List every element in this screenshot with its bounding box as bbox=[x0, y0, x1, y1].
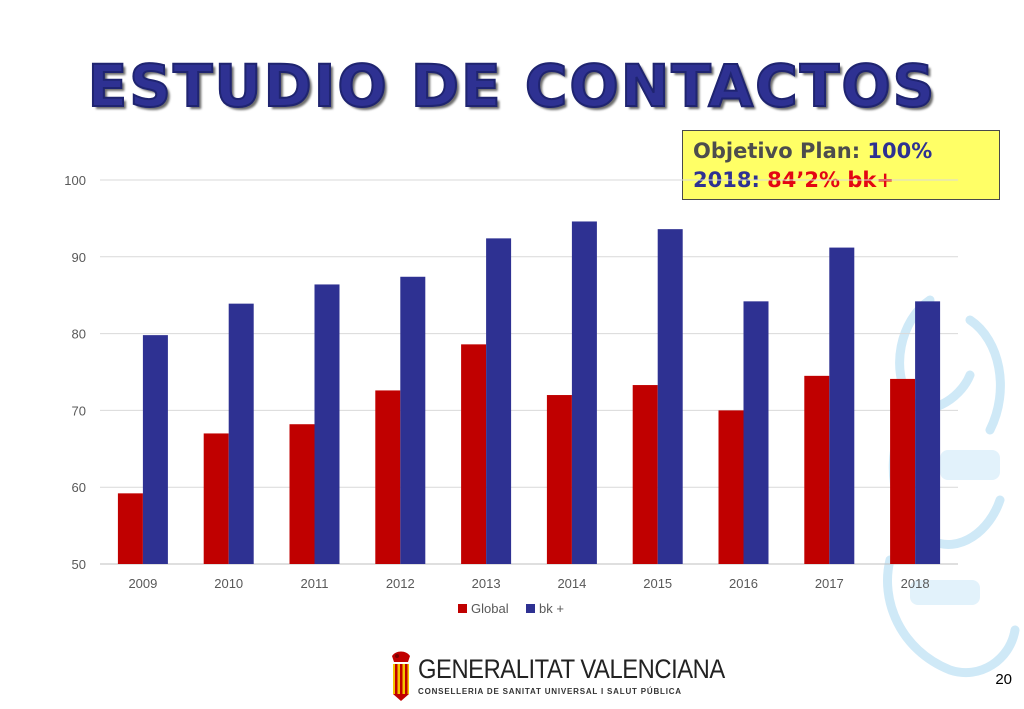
bar-global bbox=[289, 424, 315, 564]
x-tick-label: 2011 bbox=[301, 576, 329, 591]
bar-global bbox=[117, 493, 143, 564]
legend-swatch bbox=[526, 604, 535, 613]
bar-global bbox=[546, 395, 572, 564]
objective-line-plan: Objetivo Plan: 100% bbox=[693, 137, 999, 166]
x-tick-label: 2015 bbox=[643, 576, 672, 591]
x-tick-label: 2009 bbox=[128, 576, 157, 591]
page-number: 20 bbox=[995, 671, 1012, 688]
x-tick-label: 2012 bbox=[386, 576, 415, 591]
bar-bk bbox=[829, 247, 855, 565]
y-tick-label: 60 bbox=[72, 480, 86, 495]
objective-plan-value: 100% bbox=[867, 139, 933, 163]
bar-global bbox=[804, 375, 830, 564]
legend-entry: bk + bbox=[539, 601, 564, 616]
bar-bk bbox=[743, 301, 769, 564]
y-tick-label: 80 bbox=[72, 327, 86, 342]
x-tick-label: 2018 bbox=[901, 576, 930, 591]
slide-title: ESTUDIO DE CONTACTOS bbox=[87, 51, 937, 121]
bar-bk bbox=[314, 284, 340, 564]
bar-global bbox=[718, 410, 744, 564]
bar-bk bbox=[142, 335, 168, 564]
bar-bk bbox=[657, 229, 683, 565]
legend-swatch bbox=[458, 604, 467, 613]
y-tick-label: 100 bbox=[64, 173, 86, 188]
objective-plan-label: Objetivo Plan: bbox=[693, 139, 868, 163]
bar-global bbox=[890, 378, 916, 564]
valencia-coat-of-arms-icon bbox=[392, 651, 410, 701]
x-tick-label: 2014 bbox=[557, 576, 586, 591]
bar-bk bbox=[571, 221, 597, 565]
bar-global bbox=[632, 385, 658, 564]
logo-subtitle: CONSELLERIA DE SANITAT UNIVERSAL I SALUT… bbox=[418, 687, 682, 696]
bar-bk bbox=[228, 303, 254, 564]
bar-bk bbox=[486, 238, 512, 565]
bar-bk bbox=[915, 301, 941, 564]
bar-bk bbox=[400, 276, 426, 564]
legend-entry: Global bbox=[471, 601, 509, 616]
logo-name: GENERALITAT VALENCIANA bbox=[418, 654, 725, 684]
x-tick-label: 2010 bbox=[214, 576, 243, 591]
generalitat-logo: GENERALITAT VALENCIANA CONSELLERIA DE SA… bbox=[388, 650, 725, 702]
x-tick-label: 2016 bbox=[729, 576, 758, 591]
x-tick-label: 2017 bbox=[815, 576, 844, 591]
y-tick-label: 90 bbox=[72, 250, 86, 265]
y-tick-label: 70 bbox=[72, 403, 86, 418]
bar-global bbox=[461, 344, 487, 564]
bar-global bbox=[203, 433, 229, 564]
watermark-emblem-icon bbox=[883, 295, 1020, 678]
x-tick-label: 2013 bbox=[472, 576, 501, 591]
y-tick-label: 50 bbox=[72, 557, 86, 572]
bar-global bbox=[375, 390, 401, 564]
